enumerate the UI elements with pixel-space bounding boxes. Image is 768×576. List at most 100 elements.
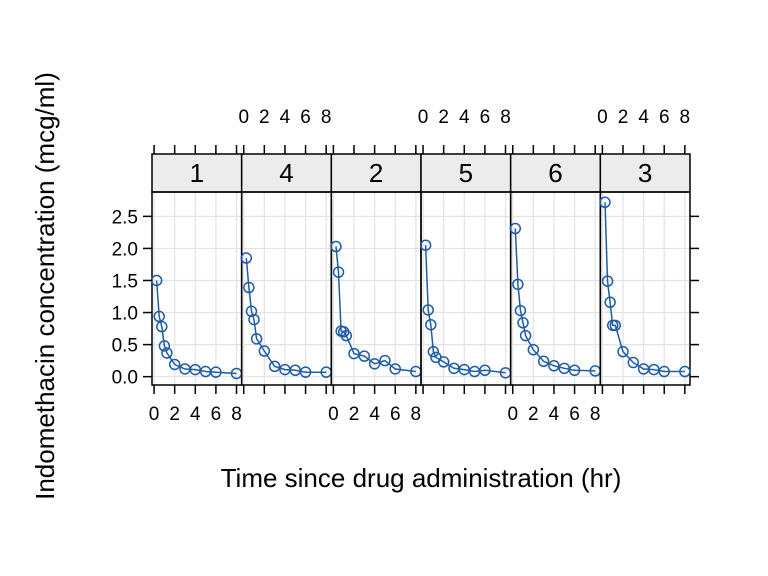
data-point (517, 317, 529, 329)
x-tick-label: 8 (231, 404, 242, 425)
x-tick-label: 6 (211, 404, 222, 425)
data-point (519, 329, 532, 342)
x-tick-label: 0 (418, 107, 429, 128)
data-point (419, 239, 432, 251)
strip-label: 6 (548, 158, 562, 188)
x-axis-title: Time since drug administration (hr) (221, 463, 622, 493)
data-point (168, 358, 181, 371)
data-point (248, 313, 260, 326)
strip-label: 2 (369, 158, 383, 188)
series-line (245, 257, 327, 373)
data-point (161, 347, 173, 359)
series-line (514, 228, 596, 372)
y-axis-title: Indomethacin concentration (mcg/ml) (30, 72, 60, 500)
series-line (335, 246, 416, 373)
data-point (330, 240, 342, 253)
y-tick-label: 0.0 (112, 368, 138, 389)
y-tick-label: 2.5 (112, 207, 138, 228)
x-tick-label: 0 (149, 404, 160, 425)
data-point (537, 355, 550, 368)
x-tick-label: 4 (549, 404, 560, 425)
panel-6: 6 (509, 153, 602, 386)
data-point (509, 222, 522, 235)
panel-2: 2 (330, 153, 422, 386)
data-point (617, 345, 629, 358)
data-point (158, 340, 171, 352)
x-tick-label: 2 (259, 107, 270, 128)
strip-label: 3 (638, 158, 652, 188)
x-tick-label: 8 (500, 107, 511, 128)
data-point (679, 365, 691, 378)
data-point (156, 320, 168, 333)
data-point (368, 358, 381, 370)
data-point (512, 278, 524, 291)
x-tick-label: 8 (411, 404, 422, 425)
y-tick-label: 1.5 (112, 271, 138, 292)
data-point (609, 319, 622, 332)
x-tick-label: 2 (349, 404, 360, 425)
panel-3: 3 (599, 153, 691, 386)
panel-border (330, 191, 422, 386)
data-point (332, 266, 345, 278)
y-tick-label: 0.5 (112, 336, 138, 357)
panel-1: 1 (150, 153, 243, 386)
x-tick-label: 4 (638, 107, 649, 128)
data-point (240, 252, 253, 264)
x-tick-label: 8 (680, 107, 691, 128)
x-tick-label: 2 (618, 107, 629, 128)
data-point (389, 363, 401, 375)
data-point (627, 356, 640, 369)
x-tick-label: 4 (369, 404, 380, 425)
strip-header (151, 153, 243, 193)
data-point (599, 196, 611, 209)
axes-layer: 0 2 4 6 80 2 4 6 80 2 4 6 80 2 4 6 80 2 4 6 80 2 4 6 80.00.51.01… (112, 107, 699, 425)
x-tick-label: 6 (300, 107, 311, 128)
x-tick-label: 2 (438, 107, 449, 128)
panel-5: 5 (419, 153, 512, 386)
data-point (245, 305, 258, 318)
data-point (358, 350, 371, 362)
panel-border (599, 191, 691, 386)
data-point (427, 345, 440, 358)
x-tick-label: 6 (569, 404, 580, 425)
panel-border (509, 191, 602, 386)
data-point (299, 366, 312, 378)
panel-4: 4 (240, 153, 333, 386)
data-point (601, 275, 614, 287)
x-tick-label: 4 (280, 107, 291, 128)
data-point (268, 360, 281, 373)
strip-label: 4 (279, 158, 293, 188)
data-point (658, 365, 670, 378)
x-tick-label: 0 (507, 404, 518, 425)
data-point (153, 310, 165, 323)
x-tick-label: 0 (328, 404, 339, 425)
x-tick-label: 4 (190, 404, 201, 425)
y-tick-label: 1.0 (112, 304, 138, 325)
y-tick-label: 2.0 (112, 239, 138, 260)
data-point (437, 356, 450, 368)
strip-label: 5 (459, 158, 473, 188)
x-tick-label: 0 (597, 107, 608, 128)
data-point (514, 304, 527, 317)
x-tick-label: 6 (480, 107, 491, 128)
x-tick-label: 2 (528, 404, 539, 425)
data-point (258, 345, 271, 357)
data-point (210, 366, 222, 378)
series-line (604, 202, 685, 373)
data-point (379, 354, 391, 367)
strip-header (599, 153, 691, 193)
series-line (155, 280, 237, 375)
data-point (422, 304, 434, 316)
data-point (250, 333, 263, 345)
x-tick-label: 6 (390, 404, 401, 425)
strip-label: 1 (190, 158, 204, 188)
x-tick-label: 8 (321, 107, 332, 128)
data-point (479, 364, 491, 377)
data-point (243, 281, 255, 294)
panel-border (240, 191, 333, 386)
data-point (527, 343, 540, 356)
data-point (340, 329, 353, 342)
data-point (425, 318, 437, 331)
panel-border (151, 191, 243, 386)
